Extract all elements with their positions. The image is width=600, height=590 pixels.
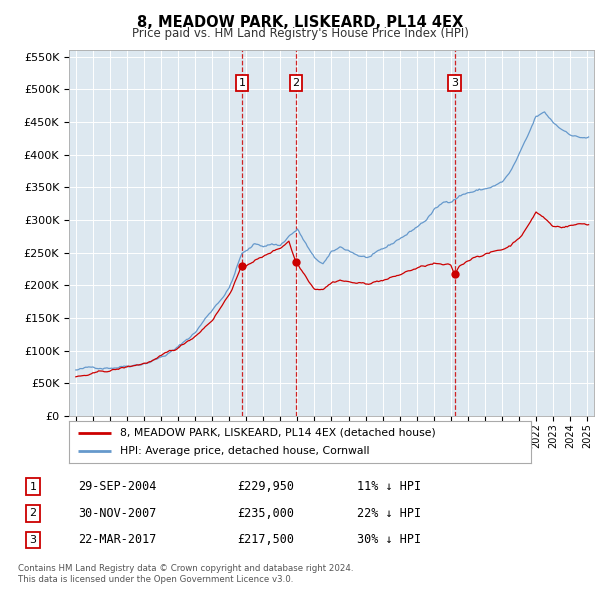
- Text: £229,950: £229,950: [237, 480, 294, 493]
- Text: 1: 1: [239, 78, 245, 88]
- Text: 30-NOV-2007: 30-NOV-2007: [78, 507, 157, 520]
- Text: 22% ↓ HPI: 22% ↓ HPI: [357, 507, 421, 520]
- Text: 2: 2: [29, 509, 37, 518]
- Text: 3: 3: [29, 535, 37, 545]
- Text: 8, MEADOW PARK, LISKEARD, PL14 4EX (detached house): 8, MEADOW PARK, LISKEARD, PL14 4EX (deta…: [120, 428, 436, 438]
- Text: 2: 2: [292, 78, 299, 88]
- Text: £217,500: £217,500: [237, 533, 294, 546]
- Text: 29-SEP-2004: 29-SEP-2004: [78, 480, 157, 493]
- Text: 11% ↓ HPI: 11% ↓ HPI: [357, 480, 421, 493]
- Text: £235,000: £235,000: [237, 507, 294, 520]
- Text: 22-MAR-2017: 22-MAR-2017: [78, 533, 157, 546]
- Text: HPI: Average price, detached house, Cornwall: HPI: Average price, detached house, Corn…: [120, 446, 370, 456]
- Text: 8, MEADOW PARK, LISKEARD, PL14 4EX: 8, MEADOW PARK, LISKEARD, PL14 4EX: [137, 15, 463, 30]
- Text: Price paid vs. HM Land Registry's House Price Index (HPI): Price paid vs. HM Land Registry's House …: [131, 27, 469, 40]
- Text: 1: 1: [29, 482, 37, 491]
- Text: Contains HM Land Registry data © Crown copyright and database right 2024.: Contains HM Land Registry data © Crown c…: [18, 564, 353, 573]
- Text: 3: 3: [451, 78, 458, 88]
- Text: This data is licensed under the Open Government Licence v3.0.: This data is licensed under the Open Gov…: [18, 575, 293, 584]
- Text: 30% ↓ HPI: 30% ↓ HPI: [357, 533, 421, 546]
